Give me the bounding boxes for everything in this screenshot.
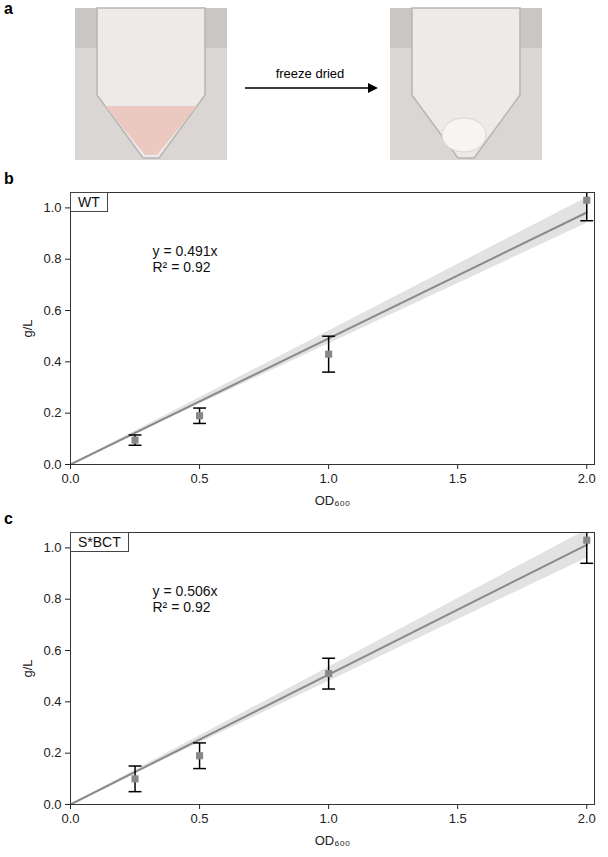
html-text:c: c: [4, 510, 13, 527]
svg-text:0.4: 0.4: [43, 354, 61, 369]
svg-text:2.0: 2.0: [578, 471, 596, 486]
svg-text:OD₆₀₀: OD₆₀₀: [315, 493, 351, 508]
svg-text:freeze dried: freeze dried: [276, 66, 345, 81]
html-text:a: a: [4, 0, 13, 17]
svg-text:0.8: 0.8: [43, 251, 61, 266]
svg-text:g/L: g/L: [20, 659, 35, 677]
svg-text:y = 0.506xR² = 0.92: y = 0.506xR² = 0.92: [153, 583, 218, 615]
svg-text:0.5: 0.5: [191, 811, 209, 826]
svg-text:0.0: 0.0: [61, 811, 79, 826]
svg-text:0.0: 0.0: [43, 797, 61, 812]
html-text:b: b: [4, 170, 14, 187]
svg-text:0.0: 0.0: [61, 471, 79, 486]
html-text:S*BCT: S*BCT: [78, 534, 121, 550]
svg-text:1.5: 1.5: [449, 471, 467, 486]
html-text:WT: WT: [78, 194, 100, 210]
svg-text:2.0: 2.0: [578, 811, 596, 826]
svg-text:y = 0.491xR² = 0.92: y = 0.491xR² = 0.92: [153, 243, 218, 275]
svg-text:1.0: 1.0: [43, 540, 61, 555]
svg-text:0.6: 0.6: [43, 303, 61, 318]
svg-text:0.2: 0.2: [43, 745, 61, 760]
svg-text:0.2: 0.2: [43, 405, 61, 420]
svg-text:1.5: 1.5: [449, 811, 467, 826]
svg-text:0.4: 0.4: [43, 694, 61, 709]
svg-text:0.5: 0.5: [191, 471, 209, 486]
svg-text:0.0: 0.0: [43, 457, 61, 472]
svg-text:g/L: g/L: [20, 319, 35, 337]
svg-text:0.6: 0.6: [43, 643, 61, 658]
svg-text:1.0: 1.0: [43, 200, 61, 215]
svg-text:1.0: 1.0: [320, 811, 338, 826]
svg-text:OD₆₀₀: OD₆₀₀: [315, 833, 351, 848]
svg-text:1.0: 1.0: [320, 471, 338, 486]
svg-text:0.8: 0.8: [43, 591, 61, 606]
